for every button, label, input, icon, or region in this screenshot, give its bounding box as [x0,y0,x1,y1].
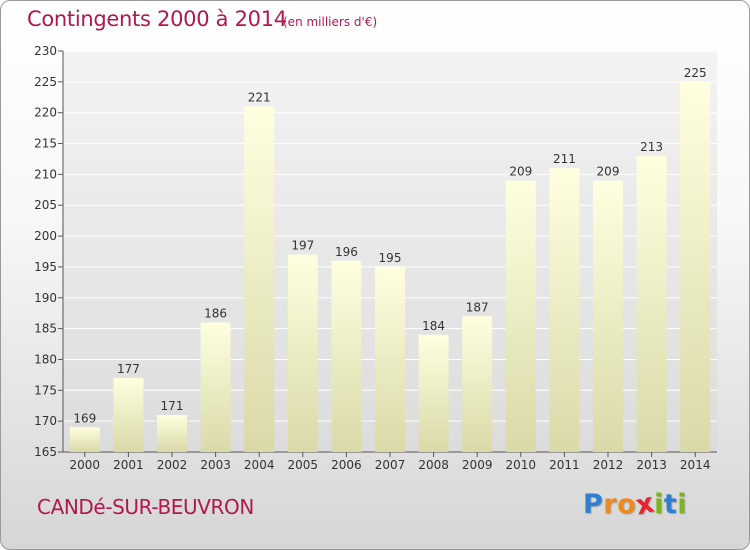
commune-name: CANDé-SUR-BEUVRON [37,495,254,519]
x-tick-label: 2008 [418,458,449,472]
x-tick-label: 2005 [288,458,319,472]
bar-value-label: 171 [161,399,184,413]
bar [287,254,318,452]
bar [636,155,667,452]
bar-value-label: 195 [379,251,402,265]
proxiti-logo: Proxiti [583,487,688,521]
y-tick-label: 180 [34,352,57,366]
bar [244,106,275,453]
bar [157,414,187,452]
x-tick-label: 2004 [244,458,275,472]
bar [69,427,100,452]
y-tick-label: 195 [34,260,57,274]
logo-letter: i [677,489,688,520]
bar [418,334,449,452]
bar-value-label: 186 [204,306,227,320]
bar-value-label: 177 [117,362,140,376]
x-tick-label: 2007 [375,458,406,472]
bar-value-label: 197 [291,239,314,253]
x-tick-label: 2011 [549,458,580,472]
x-tick-label: 2009 [462,458,493,472]
bar [680,81,711,452]
logo-letter: t [663,489,678,520]
logo-letter: r [603,489,618,520]
bar-value-label: 209 [509,165,532,179]
x-tick-label: 2014 [680,458,711,472]
bar [200,322,231,452]
bar [593,180,623,453]
y-tick-label: 220 [34,106,57,120]
bar-value-label: 209 [597,165,620,179]
bar-value-label: 184 [422,319,445,333]
x-tick-label: 2006 [331,458,362,472]
x-tick-label: 2013 [636,458,667,472]
y-tick-label: 200 [34,229,57,243]
bar-value-label: 225 [684,66,707,80]
bar-value-label: 169 [73,411,96,425]
bar [462,316,493,452]
y-tick-label: 205 [34,198,57,212]
logo-letter: o [617,489,637,520]
bar [505,180,536,453]
y-tick-label: 230 [34,44,57,58]
bar-value-label: 213 [640,140,663,154]
x-tick-label: 2010 [506,458,537,472]
bar [375,266,405,452]
bar [331,260,362,452]
y-tick-label: 175 [34,383,57,397]
bar [113,377,144,452]
x-tick-label: 2002 [157,458,188,472]
bar-value-label: 221 [248,91,271,105]
x-tick-label: 2000 [70,458,101,472]
bar [549,168,580,452]
y-tick-label: 225 [34,75,57,89]
chart-title: Contingents 2000 à 2014 [27,7,287,31]
logo-letter: P [583,489,604,520]
y-tick-label: 210 [34,167,57,181]
bar-value-label: 187 [466,300,489,314]
y-tick-label: 190 [34,291,57,305]
y-tick-label: 185 [34,322,57,336]
y-tick-label: 170 [34,414,57,428]
logo-letter: i [654,489,664,520]
chart-subtitle: (en milliers d'€) [283,15,378,29]
y-tick-label: 215 [34,137,57,151]
x-tick-label: 2001 [113,458,144,472]
y-tick-label: 165 [34,445,57,459]
x-tick-label: 2012 [593,458,624,472]
bar-value-label: 196 [335,245,358,259]
x-tick-label: 2003 [200,458,231,472]
bar-value-label: 211 [553,152,576,166]
